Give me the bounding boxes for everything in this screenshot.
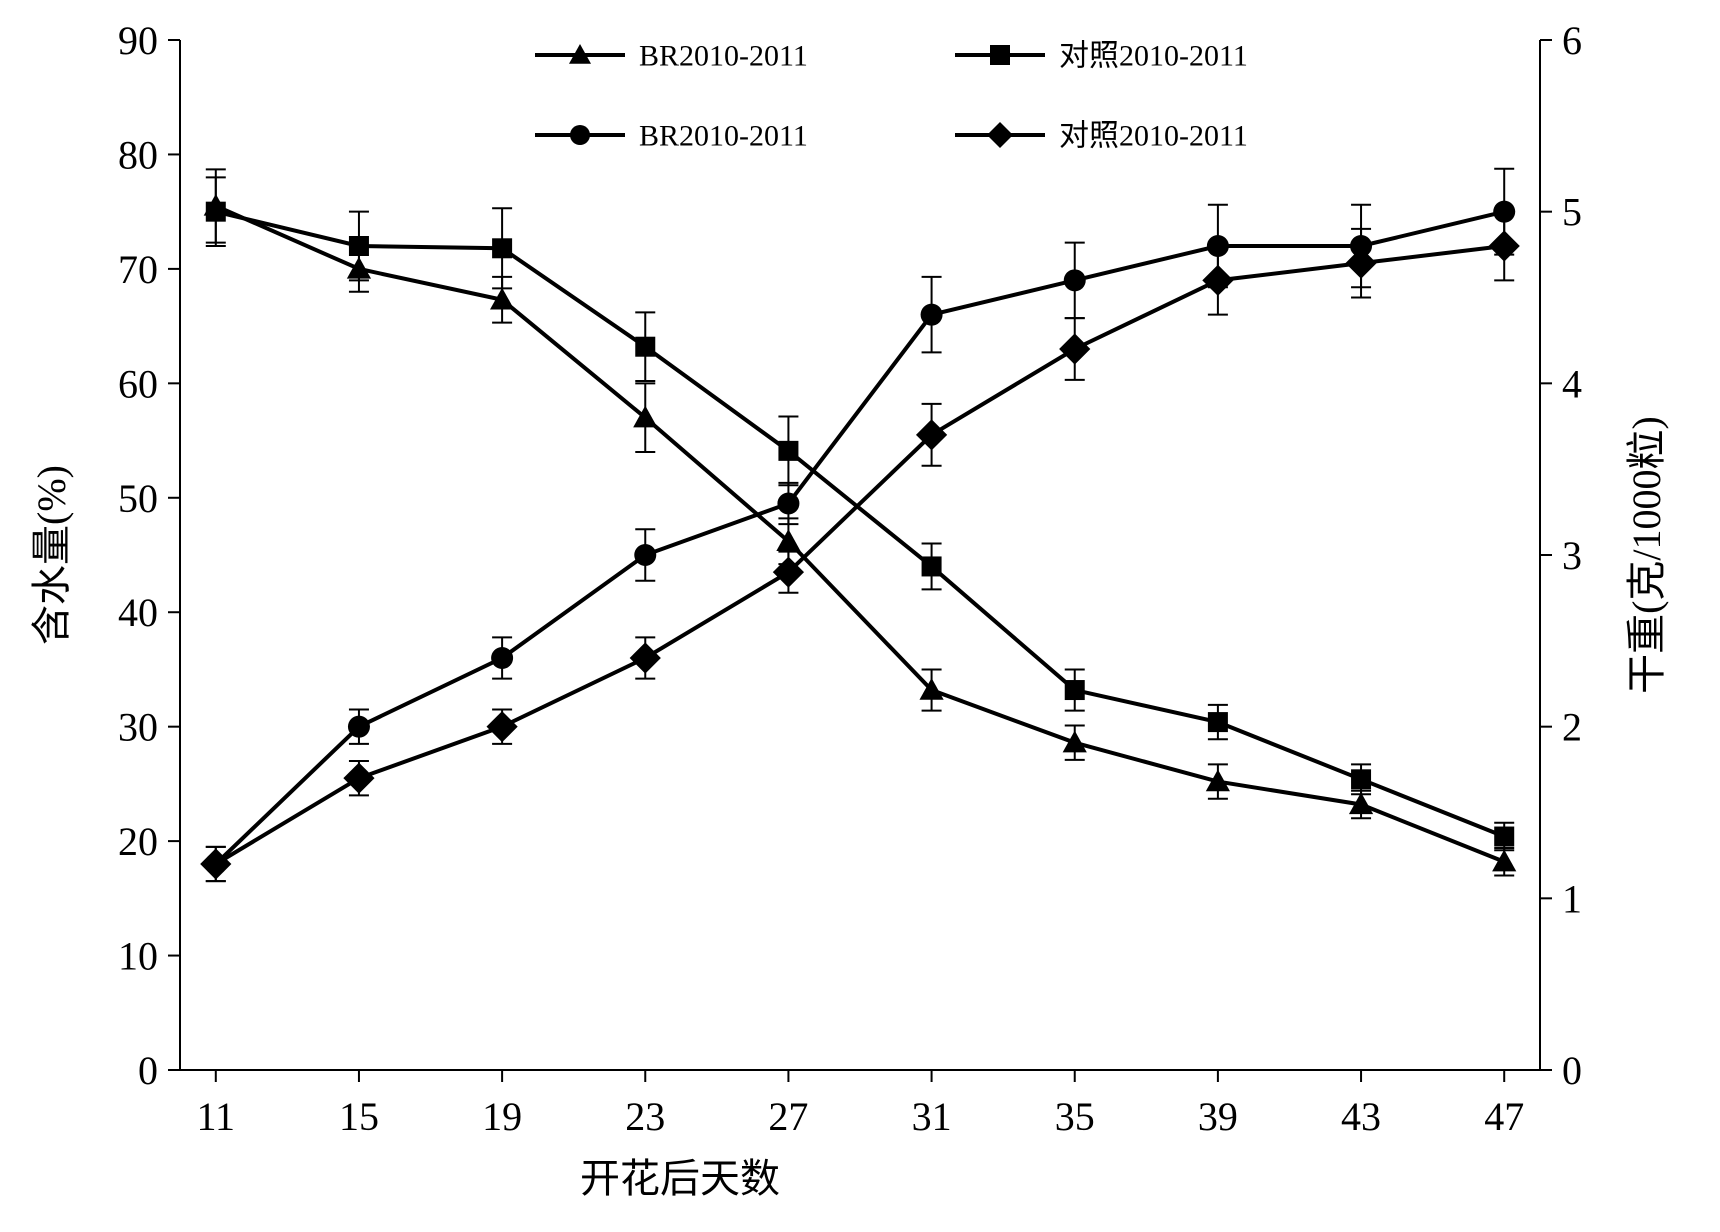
circle-marker-icon bbox=[1064, 269, 1086, 291]
legend-label: BR2010-2011 bbox=[639, 120, 808, 153]
circle-marker-icon bbox=[570, 125, 590, 145]
circle-marker-icon bbox=[348, 716, 370, 738]
y-right-axis-label: 干重(克/1000粒) bbox=[1624, 416, 1669, 694]
y-left-tick-label: 0 bbox=[138, 1048, 158, 1093]
square-marker-icon bbox=[990, 45, 1010, 65]
circle-marker-icon bbox=[634, 544, 656, 566]
y-left-tick-label: 10 bbox=[118, 934, 158, 979]
square-marker-icon bbox=[206, 202, 226, 222]
y-right-tick-label: 2 bbox=[1562, 705, 1582, 750]
square-marker-icon bbox=[922, 556, 942, 576]
x-tick-label: 47 bbox=[1484, 1094, 1524, 1139]
y-right-tick-label: 5 bbox=[1562, 190, 1582, 235]
square-marker-icon bbox=[1065, 680, 1085, 700]
y-right-tick-label: 1 bbox=[1562, 876, 1582, 921]
y-left-tick-label: 30 bbox=[118, 705, 158, 750]
y-right-tick-label: 6 bbox=[1562, 18, 1582, 63]
dual-axis-line-chart: 1115192327313539434701020304050607080900… bbox=[0, 0, 1720, 1232]
square-marker-icon bbox=[1208, 712, 1228, 732]
legend-label: 对照2010-2011 bbox=[1059, 40, 1248, 73]
square-marker-icon bbox=[492, 238, 512, 258]
x-tick-label: 31 bbox=[912, 1094, 952, 1139]
y-left-tick-label: 60 bbox=[118, 361, 158, 406]
x-tick-label: 11 bbox=[197, 1094, 236, 1139]
square-marker-icon bbox=[778, 441, 798, 461]
y-left-tick-label: 90 bbox=[118, 18, 158, 63]
x-tick-label: 27 bbox=[768, 1094, 808, 1139]
y-left-tick-label: 70 bbox=[118, 247, 158, 292]
y-left-tick-label: 50 bbox=[118, 476, 158, 521]
x-tick-label: 23 bbox=[625, 1094, 665, 1139]
y-left-tick-label: 80 bbox=[118, 132, 158, 177]
y-right-tick-label: 0 bbox=[1562, 1048, 1582, 1093]
square-marker-icon bbox=[1351, 769, 1371, 789]
x-tick-label: 43 bbox=[1341, 1094, 1381, 1139]
y-left-axis-label: 含水量(%) bbox=[29, 465, 74, 645]
square-marker-icon bbox=[635, 337, 655, 357]
legend-label: BR2010-2011 bbox=[639, 40, 808, 73]
y-right-tick-label: 4 bbox=[1562, 361, 1582, 406]
legend-label: 对照2010-2011 bbox=[1059, 120, 1248, 153]
square-marker-icon bbox=[1494, 827, 1514, 847]
circle-marker-icon bbox=[777, 493, 799, 515]
y-right-tick-label: 3 bbox=[1562, 533, 1582, 578]
x-tick-label: 15 bbox=[339, 1094, 379, 1139]
square-marker-icon bbox=[349, 236, 369, 256]
x-axis-label: 开花后天数 bbox=[580, 1156, 780, 1201]
circle-marker-icon bbox=[921, 304, 943, 326]
x-tick-label: 39 bbox=[1198, 1094, 1238, 1139]
x-tick-label: 19 bbox=[482, 1094, 522, 1139]
x-tick-label: 35 bbox=[1055, 1094, 1095, 1139]
y-left-tick-label: 40 bbox=[118, 590, 158, 635]
circle-marker-icon bbox=[491, 647, 513, 669]
y-left-tick-label: 20 bbox=[118, 819, 158, 864]
